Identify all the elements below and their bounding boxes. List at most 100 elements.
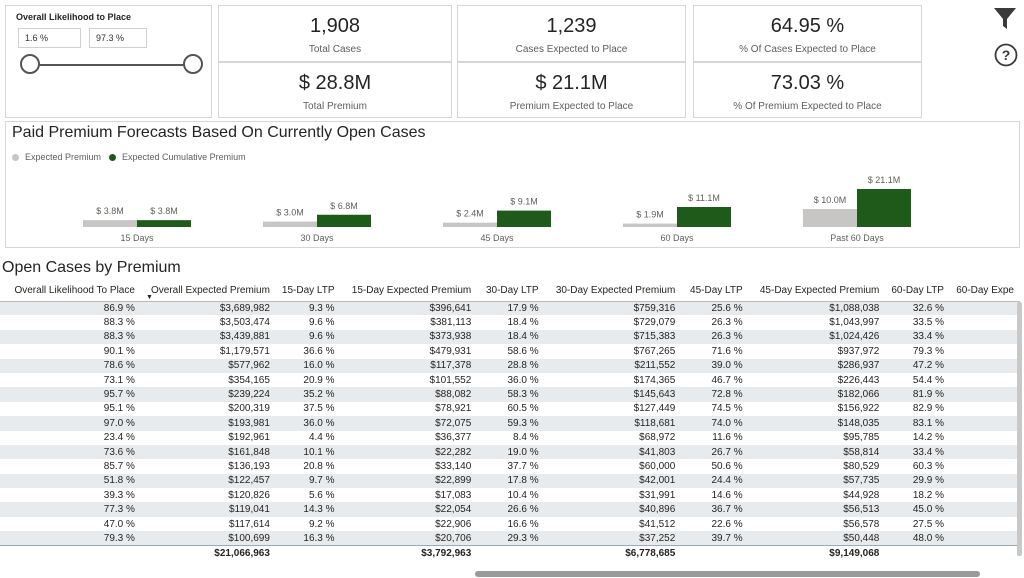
column-header[interactable]: 60-Day LTP (885, 281, 950, 302)
table-cell: 10.4 % (477, 488, 545, 503)
table-cell: 37.5 % (275, 401, 341, 417)
bar-expected[interactable] (443, 222, 497, 227)
table-cell: 20.9 % (275, 372, 341, 388)
total-cell (477, 545, 545, 562)
bar-expected[interactable] (623, 223, 677, 227)
chart-legend: Expected Premium Expected Cumulative Pre… (12, 152, 246, 162)
table-cell: 33.5 % (885, 315, 950, 330)
table-cell: $40,896 (544, 502, 682, 517)
table-cell: 14.3 % (275, 502, 341, 517)
column-header[interactable]: 45-Day Expected Premium (748, 281, 886, 302)
table-cell: 46.7 % (681, 372, 749, 388)
table-cell: 9.3 % (275, 301, 341, 316)
premium-forecast-chart: Paid Premium Forecasts Based On Currentl… (5, 121, 1020, 248)
table-row[interactable]: 95.1 % $200,319 37.5 % $78,921 60.5 % $127,44… (0, 401, 1020, 417)
table-row[interactable]: 23.4 % $192,961 4.4 % $36,377 8.4 % $68,972 11… (0, 430, 1020, 445)
table-cell: 19.0 % (477, 444, 545, 460)
table-cell: 47.2 % (885, 358, 950, 373)
legend-label-cumulative: Expected Cumulative Premium (122, 152, 246, 162)
slicer-max-input[interactable]: 97.3 % (89, 28, 147, 48)
table-cell: $156,922 (748, 401, 886, 417)
table-cell: 20.8 % (275, 459, 341, 474)
table-cell: $200,319 (140, 401, 276, 417)
slicer-max-handle[interactable] (183, 54, 203, 74)
table-cell: $22,282 (340, 444, 478, 460)
table-cell (949, 430, 1020, 445)
table-cell: $22,054 (340, 502, 478, 517)
bar-cumulative[interactable] (677, 207, 731, 227)
table-cell: $1,024,426 (748, 329, 886, 345)
category-label: 45 Days (480, 233, 514, 243)
table-row[interactable]: 90.1 % $1,179,571 36.6 % $479,931 58.6 % $767… (0, 344, 1020, 359)
table-cell: $192,961 (140, 430, 276, 445)
slicer-min-handle[interactable] (20, 54, 40, 74)
legend-swatch-cumulative (109, 153, 117, 161)
table-cell: 79.3 % (0, 531, 141, 546)
table-cell: $101,552 (340, 372, 478, 388)
table-cell: 33.4 % (885, 444, 950, 460)
table-cell: 73.1 % (0, 372, 141, 388)
bar-cumulative[interactable] (497, 210, 551, 227)
column-header[interactable]: 60-Day Expe (949, 281, 1020, 302)
table-row[interactable]: 86.9 % $3,689,982 9.3 % $396,641 17.9 % $759,… (0, 301, 1020, 316)
table-cell: 29.9 % (885, 473, 950, 489)
table-cell: 5.6 % (275, 488, 341, 503)
table-cell: 29.3 % (477, 531, 545, 546)
kpi-value: $ 21.1M (535, 72, 608, 94)
column-header[interactable]: Overall Likelihood To Place (0, 281, 141, 302)
table-cell: $759,316 (544, 301, 682, 316)
table-cell: $95,785 (748, 430, 886, 445)
table-row[interactable]: 47.0 % $117,614 9.2 % $22,906 16.6 % $41,512 2… (0, 516, 1020, 532)
bar-cumulative[interactable] (857, 189, 911, 227)
table-row[interactable]: 39.3 % $120,826 5.6 % $17,083 10.4 % $31,991 1… (0, 488, 1020, 503)
column-header[interactable]: Overall Expected Premium (140, 281, 276, 302)
help-icon[interactable]: ? (994, 43, 1018, 67)
table-cell: $354,165 (140, 372, 276, 388)
data-label: $ 10.0M (814, 195, 847, 205)
column-header[interactable]: 30-Day Expected Premium (544, 281, 682, 302)
slicer-min-input[interactable]: 1.6 % (18, 28, 81, 48)
table-cell: $57,735 (748, 473, 886, 489)
table-row[interactable]: 78.6 % $577,962 16.0 % $117,378 28.8 % $211,5… (0, 358, 1020, 373)
table-cell: $145,643 (544, 387, 682, 402)
filter-icon[interactable] (993, 7, 1017, 31)
table-row[interactable]: 95.7 % $239,224 35.2 % $88,082 58.3 % $145,64… (0, 387, 1020, 402)
table-cell: 16.3 % (275, 531, 341, 546)
table-row[interactable]: 73.6 % $161,848 10.1 % $22,282 19.0 % $41,803… (0, 444, 1020, 460)
table-row[interactable]: 88.3 % $3,503,474 9.6 % $381,113 18.4 % $729,… (0, 315, 1020, 330)
sort-desc-icon[interactable]: ▼ (146, 294, 153, 301)
column-header[interactable]: 15-Day LTP (275, 281, 341, 302)
vertical-scrollbar[interactable] (1017, 302, 1022, 556)
column-header[interactable]: 15-Day Expected Premium (340, 281, 478, 302)
chart-title: Paid Premium Forecasts Based On Currentl… (12, 124, 426, 141)
table-row[interactable]: 51.8 % $122,457 9.7 % $22,899 17.8 % $42,001 2… (0, 473, 1020, 489)
table-cell: 74.5 % (681, 401, 749, 417)
legend-label-expected: Expected Premium (25, 152, 102, 162)
table-row[interactable]: 79.3 % $100,699 16.3 % $20,706 29.3 % $37,252… (0, 531, 1020, 546)
bar-expected[interactable] (803, 208, 857, 227)
table-row[interactable]: 88.3 % $3,439,881 9.6 % $373,938 18.4 % $715,… (0, 329, 1020, 345)
bar-expected[interactable] (83, 220, 137, 227)
table-cell (949, 459, 1020, 474)
bar-expected[interactable] (263, 221, 317, 227)
bar-cumulative[interactable] (137, 220, 191, 227)
table-cell: $119,041 (140, 502, 276, 517)
bar-cumulative[interactable] (317, 214, 371, 227)
table-row[interactable]: 73.1 % $354,165 20.9 % $101,552 36.0 % $174,3… (0, 372, 1020, 388)
table-row[interactable]: 77.3 % $119,041 14.3 % $22,054 26.6 % $40,896… (0, 502, 1020, 517)
table-cell: 39.7 % (681, 531, 749, 546)
table-row[interactable]: 85.7 % $136,193 20.8 % $33,140 37.7 % $60,000… (0, 459, 1020, 474)
column-header[interactable]: 30-Day LTP (477, 281, 545, 302)
table-cell: 35.2 % (275, 387, 341, 402)
column-header[interactable]: 45-Day LTP (681, 281, 749, 302)
table-cell: 60.5 % (477, 401, 545, 417)
table-cell: $56,578 (748, 516, 886, 532)
table-row[interactable]: 97.0 % $193,981 36.0 % $72,075 59.3 % $118,68… (0, 416, 1020, 431)
open-cases-table: Overall Likelihood To Place Overall Expec… (0, 281, 1020, 578)
table-cell: $182,066 (748, 387, 886, 402)
horizontal-scrollbar[interactable] (475, 571, 980, 577)
table-cell: $100,699 (140, 531, 276, 546)
table-cell: 78.6 % (0, 358, 141, 373)
table-cell: $3,439,881 (140, 329, 276, 345)
slicer-track[interactable] (24, 64, 192, 66)
